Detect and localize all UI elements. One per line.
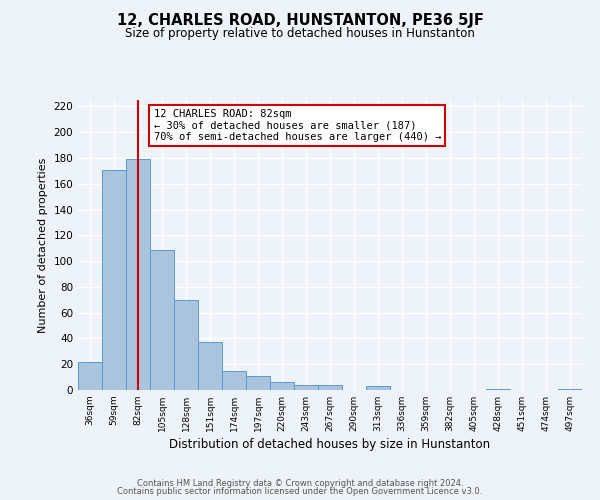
Bar xyxy=(366,386,390,390)
Bar xyxy=(294,385,318,390)
Text: 12 CHARLES ROAD: 82sqm
← 30% of detached houses are smaller (187)
70% of semi-de: 12 CHARLES ROAD: 82sqm ← 30% of detached… xyxy=(154,108,441,142)
Text: 12, CHARLES ROAD, HUNSTANTON, PE36 5JF: 12, CHARLES ROAD, HUNSTANTON, PE36 5JF xyxy=(116,12,484,28)
Bar xyxy=(150,250,174,390)
Bar xyxy=(126,160,150,390)
Bar xyxy=(318,385,342,390)
Bar xyxy=(78,362,102,390)
Bar xyxy=(174,300,198,390)
Text: Size of property relative to detached houses in Hunstanton: Size of property relative to detached ho… xyxy=(125,28,475,40)
Bar xyxy=(102,170,126,390)
Bar xyxy=(558,388,582,390)
Bar xyxy=(198,342,222,390)
Y-axis label: Number of detached properties: Number of detached properties xyxy=(38,158,48,332)
X-axis label: Distribution of detached houses by size in Hunstanton: Distribution of detached houses by size … xyxy=(169,438,491,451)
Bar xyxy=(270,382,294,390)
Text: Contains HM Land Registry data © Crown copyright and database right 2024.: Contains HM Land Registry data © Crown c… xyxy=(137,478,463,488)
Bar xyxy=(222,370,246,390)
Bar xyxy=(246,376,270,390)
Text: Contains public sector information licensed under the Open Government Licence v3: Contains public sector information licen… xyxy=(118,487,482,496)
Bar xyxy=(486,388,510,390)
